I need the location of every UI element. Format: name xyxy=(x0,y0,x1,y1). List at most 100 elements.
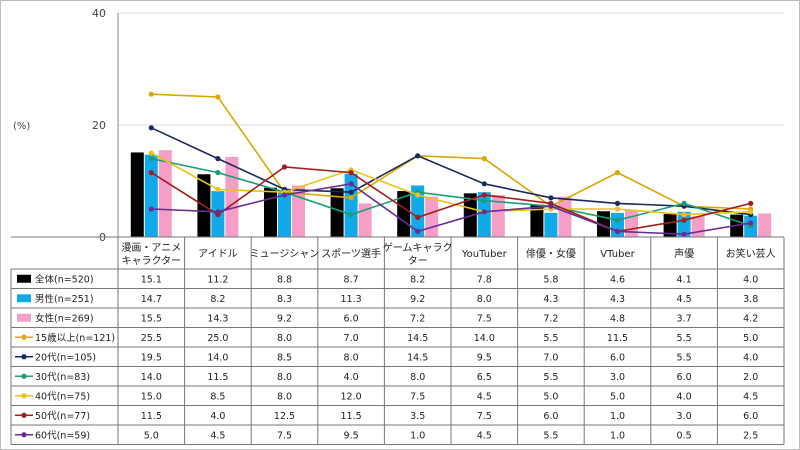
table-cell-5-8: 6.0 xyxy=(677,372,692,383)
table-cell-4-1: 14.0 xyxy=(207,352,228,363)
line-point-0-3 xyxy=(348,195,354,201)
table-cell-2-3: 6.0 xyxy=(344,313,359,324)
line-point-2-5 xyxy=(481,198,487,204)
table-cell-1-6: 4.3 xyxy=(543,294,558,305)
line-point-1-6 xyxy=(548,195,554,201)
line-point-4-8 xyxy=(681,217,687,223)
table-cell-0-1: 11.2 xyxy=(207,274,228,285)
line-series-4 xyxy=(150,166,751,233)
line-point-5-9 xyxy=(748,220,754,226)
bar-0-8 xyxy=(663,214,677,237)
table-cell-7-3: 11.5 xyxy=(341,411,362,422)
legend-swatch-0 xyxy=(17,274,31,283)
table-cell-0-7: 4.6 xyxy=(610,274,625,285)
line-point-4-9 xyxy=(748,200,754,206)
table-cell-6-2: 8.0 xyxy=(277,391,292,402)
bar-1-6 xyxy=(544,212,558,237)
table-cell-0-3: 8.7 xyxy=(344,274,359,285)
legend-label-1: 男性(n=251) xyxy=(35,293,94,305)
line-series-5 xyxy=(151,182,751,236)
line-point-3-9 xyxy=(748,209,754,215)
table-cell-3-7: 11.5 xyxy=(607,333,628,344)
category-label-9: お笑い芸人 xyxy=(726,247,776,260)
legend-label-7: 50代(n=77) xyxy=(35,411,90,422)
table-cell-2-9: 4.2 xyxy=(743,313,758,324)
legend-label-3: 15歳以上(n=121) xyxy=(35,332,115,344)
table-cell-4-9: 4.0 xyxy=(743,352,758,363)
table-cell-4-2: 8.5 xyxy=(277,352,292,363)
bar-1-0 xyxy=(144,154,158,237)
category-label-1: アイドル xyxy=(198,249,238,260)
category-label-2: ミュージシャン xyxy=(250,249,320,260)
line-point-2-0 xyxy=(148,156,154,162)
bar-2-5 xyxy=(491,195,505,237)
bar-0-2 xyxy=(264,187,277,237)
bar-2-4 xyxy=(425,196,439,237)
legend-marker-6 xyxy=(21,393,27,399)
table-cell-4-4: 14.5 xyxy=(407,352,428,363)
table-cell-6-4: 7.5 xyxy=(410,391,425,402)
table-cell-4-0: 19.5 xyxy=(141,352,162,363)
line-point-4-5 xyxy=(481,192,487,198)
table-cell-7-5: 7.5 xyxy=(477,411,492,422)
legend-swatch-2 xyxy=(17,313,31,322)
table-cell-6-3: 12.0 xyxy=(341,391,362,402)
table-cell-3-4: 14.5 xyxy=(407,333,428,344)
table-cell-3-3: 7.0 xyxy=(344,333,359,344)
bar-0-0 xyxy=(130,152,144,237)
table-cell-7-4: 3.5 xyxy=(410,411,425,422)
table-cell-1-7: 4.3 xyxy=(610,294,625,305)
legend-label-0: 全体(n=520) xyxy=(35,273,94,285)
table-cell-8-7: 1.0 xyxy=(610,430,625,441)
table-cell-1-4: 9.2 xyxy=(410,294,425,305)
table-cell-3-8: 5.5 xyxy=(677,333,692,344)
line-point-5-0 xyxy=(148,206,154,212)
table-cell-0-2: 8.8 xyxy=(277,274,292,285)
line-point-1-5 xyxy=(481,181,487,187)
table-cell-6-1: 8.5 xyxy=(210,391,225,402)
bar-1-4 xyxy=(411,185,425,237)
line-point-1-4 xyxy=(415,153,421,159)
line-point-3-4 xyxy=(415,192,421,198)
table-cell-5-4: 8.0 xyxy=(410,372,425,383)
table-cell-5-1: 11.5 xyxy=(207,372,228,383)
table-cell-7-2: 12.5 xyxy=(274,411,295,422)
line-point-2-7 xyxy=(614,217,621,223)
legend-marker-5 xyxy=(21,373,27,379)
category-label-4-0: ゲームキャラク xyxy=(383,242,453,254)
line-point-2-8 xyxy=(681,200,687,206)
table-cell-8-8: 0.5 xyxy=(677,430,692,441)
table-cell-4-5: 9.5 xyxy=(477,352,492,363)
table-cell-1-3: 11.3 xyxy=(341,294,362,305)
table-cell-1-8: 4.5 xyxy=(677,294,692,305)
table-cell-5-3: 4.0 xyxy=(344,372,359,383)
bar-0-3 xyxy=(330,188,344,237)
line-point-5-5 xyxy=(481,209,487,215)
table-cell-5-5: 6.5 xyxy=(477,372,492,383)
bar-2-9 xyxy=(758,213,772,237)
table-cell-7-7: 1.0 xyxy=(610,411,625,422)
table-cell-6-6: 5.0 xyxy=(543,391,558,402)
line-point-3-7 xyxy=(614,206,621,212)
legend-swatch-1 xyxy=(17,294,31,303)
table-cell-0-5: 7.8 xyxy=(477,274,492,285)
table-cell-7-0: 11.5 xyxy=(141,411,162,422)
line-point-1-1 xyxy=(215,156,221,162)
line-series-0 xyxy=(151,93,751,210)
table-cell-0-0: 15.1 xyxy=(141,274,162,285)
table-cell-2-5: 7.5 xyxy=(477,313,492,324)
table-cell-7-1: 4.0 xyxy=(210,411,225,422)
table-cell-6-8: 4.0 xyxy=(677,391,692,402)
table-cell-3-5: 14.0 xyxy=(474,333,495,344)
legend-marker-8 xyxy=(21,432,27,438)
line-point-4-4 xyxy=(415,214,421,220)
category-label-8: 声優 xyxy=(674,247,694,260)
table-cell-4-7: 6.0 xyxy=(610,352,625,363)
line-point-1-7 xyxy=(614,200,621,206)
table-cell-1-5: 8.0 xyxy=(477,294,492,305)
line-point-4-0 xyxy=(148,170,154,176)
table-cell-2-6: 7.2 xyxy=(543,313,558,324)
table-cell-6-0: 15.0 xyxy=(141,391,162,402)
table-cell-1-9: 3.8 xyxy=(743,294,758,305)
